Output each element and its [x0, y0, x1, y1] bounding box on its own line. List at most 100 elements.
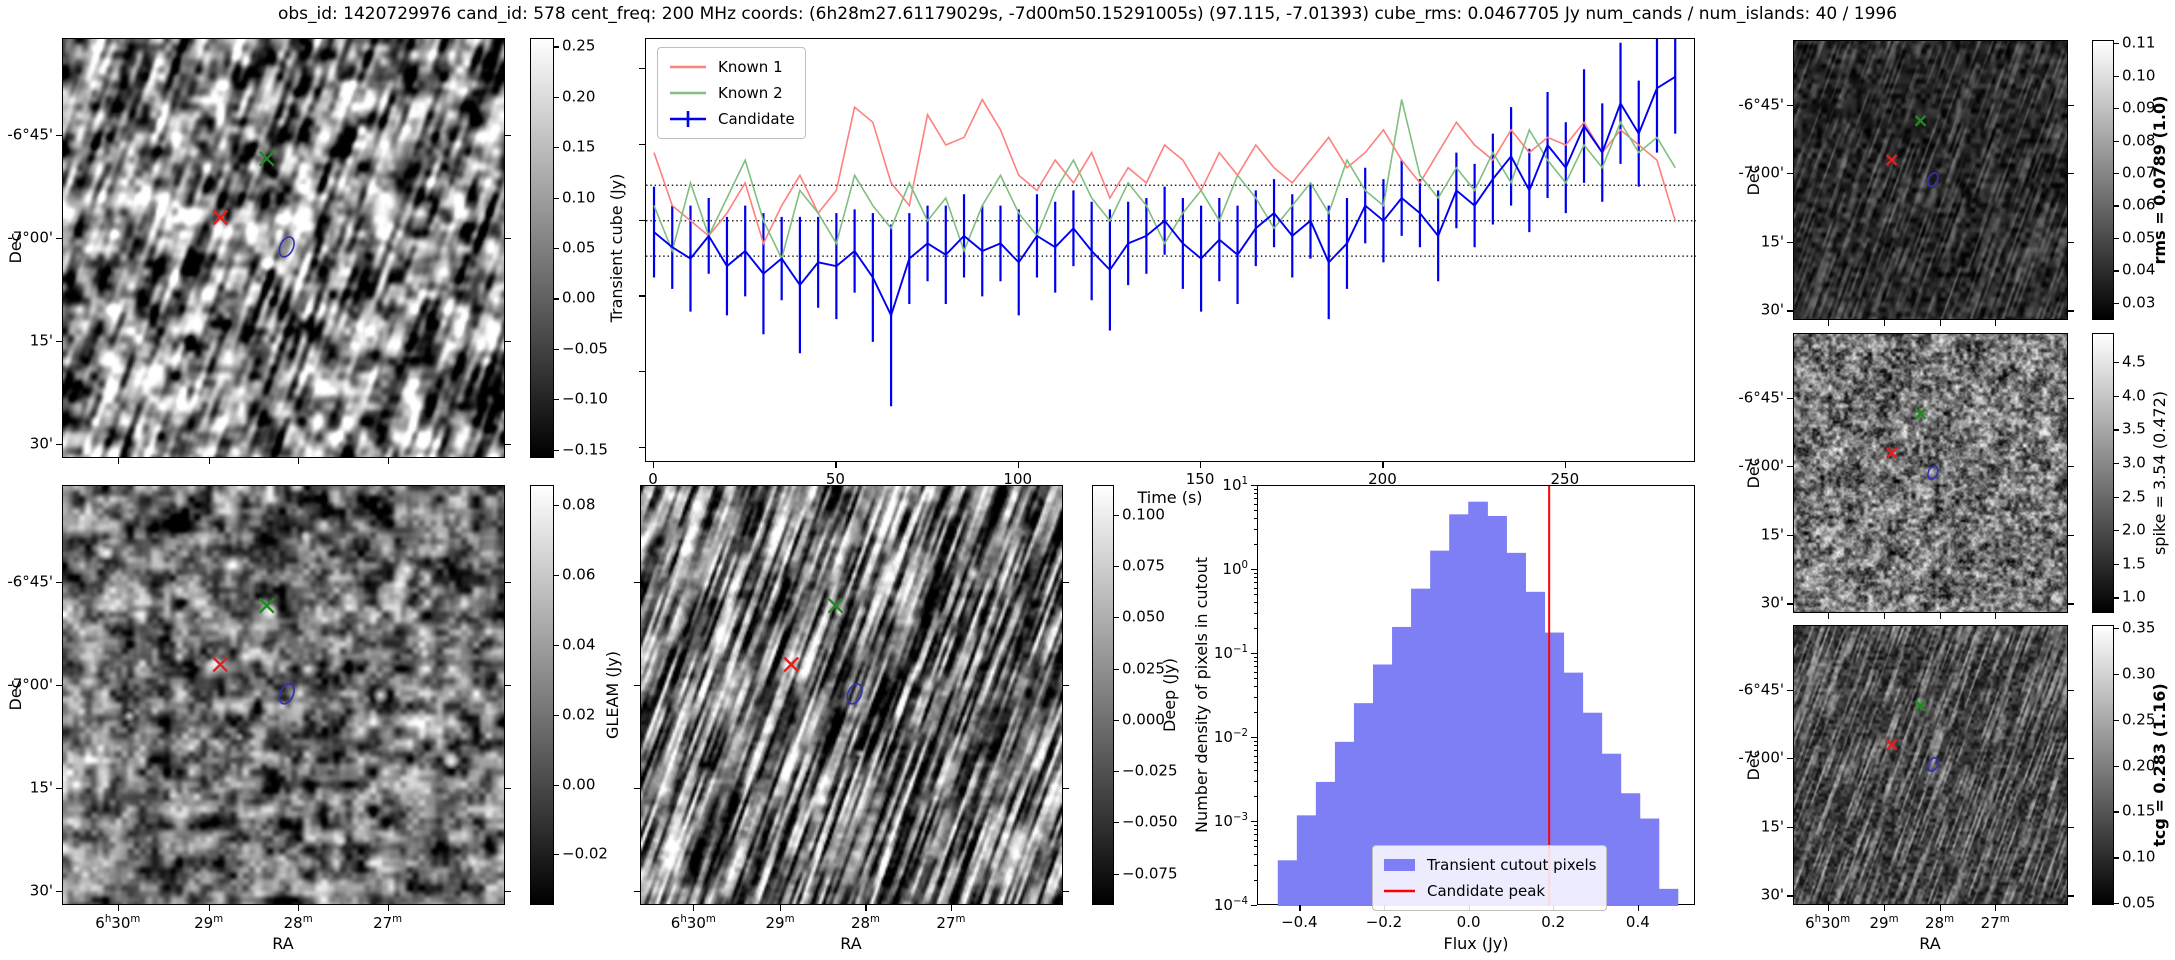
- candidate-ellipse-marker: [1927, 757, 1939, 773]
- known1-line: [653, 97, 1676, 246]
- legend-entry: Transient cutout pixels: [1383, 852, 1596, 878]
- candidate-ellipse-marker: [278, 683, 295, 705]
- colorbar-tick-mark: [1114, 719, 1119, 721]
- density-minor-tick: [1253, 493, 1257, 495]
- dec-tick-label: -7°00': [7, 228, 53, 247]
- time-tick-label: 0: [648, 470, 658, 488]
- gleam-cutout-canvas: [63, 486, 504, 904]
- ra-tick-mark: [1884, 905, 1886, 911]
- ra-tick-mark: [950, 905, 953, 911]
- density-minor-tick: [1253, 518, 1257, 520]
- dec-tick-mark: [1063, 787, 1069, 789]
- ra-tick-mark: [780, 905, 782, 911]
- colorbar-tick-label: 0.08: [562, 495, 596, 514]
- dec-tick-mark: [505, 135, 511, 137]
- ra-tick-label: 29m: [194, 914, 224, 932]
- dec-tick-label: -6°45': [7, 125, 53, 144]
- ra-tick-mark: [298, 905, 300, 911]
- flux-tick-mark: [639, 219, 645, 221]
- candidate-line: [653, 76, 1676, 318]
- ra-tick-mark: [1995, 613, 1997, 619]
- density-minor-tick: [1253, 671, 1257, 673]
- dec-tick-mark: [1787, 534, 1793, 537]
- dec-tick-mark: [56, 340, 62, 342]
- flux-tick-label: −0.2: [1365, 913, 1403, 931]
- candidate-ellipse-marker: [278, 236, 295, 258]
- dec-tick-mark: [56, 684, 62, 687]
- density-minor-tick: [1253, 755, 1257, 757]
- histogram-patch-sample: [1384, 859, 1415, 871]
- transient-cutout-canvas: [63, 39, 504, 457]
- colorbar-tick-label: 0.10: [2122, 847, 2156, 866]
- density-minor-tick: [1253, 602, 1257, 604]
- ra-tick-label: 29m: [765, 914, 795, 932]
- colorbar-tick-mark: [554, 505, 559, 507]
- time-tick-mark: [653, 462, 655, 468]
- dec-tick-label: 30': [29, 434, 53, 453]
- colorbar-tick-mark: [2114, 429, 2119, 431]
- density-tick-label: 10−4: [1213, 896, 1248, 914]
- density-minor-tick: [1253, 587, 1257, 589]
- ra-tick-mark: [387, 458, 389, 464]
- colorbar-tick-label: 0.09: [2122, 98, 2156, 117]
- colorbar-tick-mark: [554, 714, 559, 716]
- dec-tick-label: 15': [1760, 817, 1784, 836]
- colorbar-tick-mark: [2114, 563, 2119, 565]
- dec-tick-label: 30': [1760, 593, 1784, 612]
- colorbar-transient: [530, 38, 554, 458]
- colorbar-tick-mark: [2114, 765, 2119, 767]
- density-tick-label: 101: [1222, 476, 1248, 494]
- ra-axis-label: RA: [840, 934, 862, 953]
- density-minor-tick: [1253, 879, 1257, 881]
- dec-tick-mark: [56, 582, 62, 584]
- colorbar-tick-label: −0.025: [1122, 761, 1178, 780]
- colorbar-tick-mark: [2114, 237, 2119, 240]
- density-minor-tick: [1253, 846, 1257, 848]
- source-markers-overlay: [212, 597, 295, 705]
- colorbar-tick-mark: [2114, 395, 2119, 397]
- colorbar-tick-label: −0.15: [562, 440, 608, 459]
- colorbar-tick-mark: [554, 298, 559, 300]
- dec-tick-mark: [505, 340, 511, 342]
- dec-tick-label: 15': [29, 331, 53, 350]
- flux-tick-mark: [1299, 905, 1301, 911]
- colorbar-tick-mark: [554, 197, 559, 199]
- ra-tick-mark: [1827, 905, 1829, 911]
- density-minor-tick: [1253, 543, 1257, 545]
- colorbar-rms: [2092, 40, 2114, 320]
- density-minor-tick: [1253, 839, 1257, 841]
- colorbar-tick-mark: [2114, 362, 2119, 364]
- dec-tick-label: -7°00': [1738, 456, 1784, 475]
- time-tick-mark: [1564, 462, 1566, 468]
- density-minor-tick: [1253, 678, 1257, 680]
- dec-tick-mark: [2068, 104, 2074, 106]
- colorbar-tick-mark: [2114, 597, 2119, 599]
- source-markers-overlay: [783, 597, 863, 705]
- dec-tick-mark: [1787, 895, 1793, 897]
- colorbar-tick-label: −0.05: [562, 339, 608, 358]
- colorbar-tick-label: 0.04: [2122, 260, 2156, 279]
- legend-label: Candidate: [718, 110, 795, 128]
- dec-axis-label: Dec: [1744, 749, 1763, 781]
- dec-tick-label: 30': [1760, 300, 1784, 319]
- ra-tick-mark: [1939, 320, 1941, 326]
- colorbar-tick-label: 0.05: [562, 238, 596, 257]
- density-tick-label: 10−2: [1213, 728, 1248, 746]
- dec-tick-mark: [1787, 466, 1793, 468]
- histogram-bar: [1525, 591, 1546, 906]
- line-legend-sample: [670, 91, 706, 95]
- flux-tick-mark: [639, 371, 645, 373]
- colorbar-tick-label: 0.07: [2122, 163, 2156, 182]
- ra-tick-mark: [117, 458, 119, 464]
- density-tick-mark: [1251, 737, 1257, 739]
- ra-tick-label: 6h30m: [95, 914, 141, 932]
- histogram-bar: [1277, 860, 1298, 906]
- colorbar-tick-label: 0.25: [2122, 710, 2156, 729]
- figure-title: obs_id: 1420729976 cand_id: 578 cent_fre…: [277, 4, 1898, 24]
- density-axis-label: Number density of pixels in cutout: [1192, 557, 1211, 833]
- colorbar-tick-mark: [554, 96, 559, 98]
- colorbar-tick-mark: [1114, 514, 1119, 516]
- dec-tick-mark: [1063, 582, 1069, 584]
- legend-entry: Known 1: [668, 54, 795, 80]
- colorbar-label-rms: rms = 0.0789 (1.0): [2150, 95, 2169, 265]
